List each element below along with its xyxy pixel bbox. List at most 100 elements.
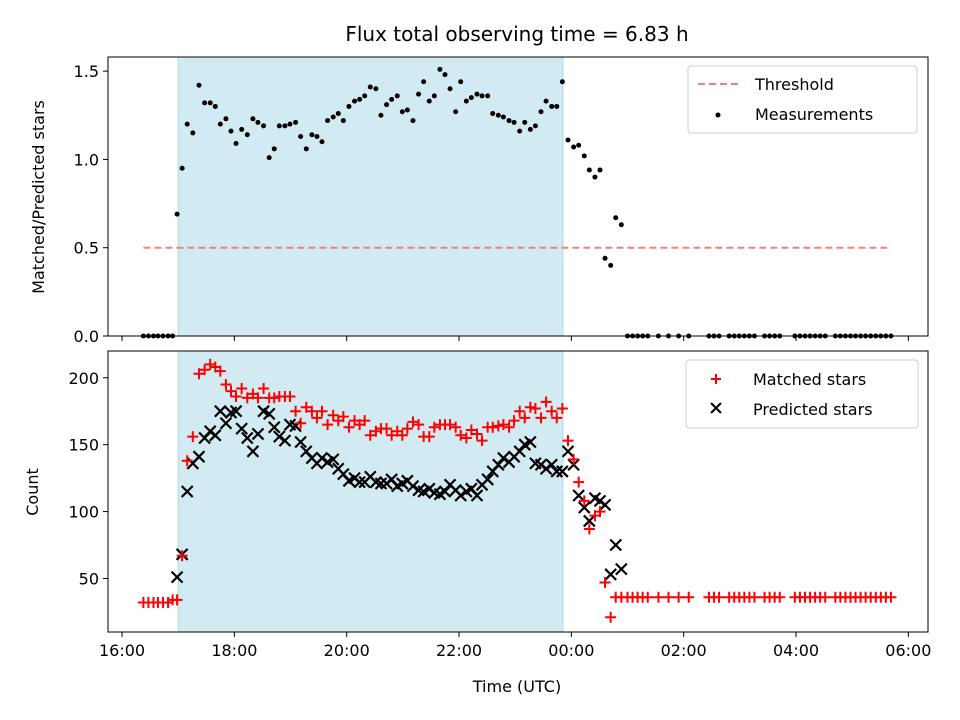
predicted-star-point [583,514,596,528]
measurement-point [490,111,496,117]
predicted-star-point [315,451,329,465]
predicted-star-point [470,489,484,502]
measurement-point [250,116,256,122]
measurement-point [255,119,261,125]
predicted-star-point [539,462,553,476]
measurement-point [330,114,336,120]
measurement-point [559,79,565,85]
measurement-point [576,142,582,148]
measurement-point [571,144,577,150]
matched-star-point [594,506,606,518]
matched-star-point [568,453,580,465]
bottom-y-axis-label: Count [23,468,42,516]
matched-star-point [300,401,312,413]
top-y-axis-label: Matched/Predicted stars [29,100,48,294]
predicted-star-point [556,465,569,478]
matched-star-point [413,419,425,431]
predicted-star-points [170,404,628,584]
predicted-star-point [545,458,558,472]
measurement-point [346,103,352,109]
predicted-star-point [615,562,628,576]
measurement-point [184,121,190,127]
predicted-star-point [192,450,206,463]
matched-star-point [268,392,280,404]
predicted-star-point [246,445,260,458]
measurement-point [463,98,469,104]
matched-star-point [556,403,568,415]
matched-star-point [551,412,563,424]
matched-star-point [642,591,654,603]
measurement-point [416,91,422,97]
measurement-point [309,132,315,138]
matched-star-point [514,405,526,417]
bottom-y-ticks: 50 100 150 200 [68,369,108,588]
matched-star-point [359,415,371,427]
predicted-star-point [454,489,467,502]
matched-star-point [187,431,199,443]
measurement-point [212,103,218,109]
matched-star-point [546,405,558,417]
top-panel: 0.0 0.5 1.0 1.5 Matched/Predicted stars Thr… [29,56,929,346]
bottom-x-ticks: 16:00 18:00 20:00 22:00 00:00 02:00 04:00 06:00 [99,632,931,660]
matched-star-point [562,435,574,447]
matched-star-point [540,396,552,408]
matched-star-point [599,576,611,588]
measurement-point [293,119,299,125]
predicted-star-point [577,501,591,514]
measurement-point [244,132,250,138]
matched-star-point [503,421,515,433]
legend-threshold-label: Threshold [754,75,834,94]
matched-star-point [176,550,188,562]
x-tick-label: 22:00 [436,641,482,660]
x-tick-label: 18:00 [211,641,257,660]
matched-star-point [295,417,307,429]
x-tick-label: 06:00 [885,641,931,660]
measurement-point [335,111,341,117]
measurement-point [303,146,309,152]
matched-star-point [258,382,270,394]
x-tick-label: 00:00 [548,641,594,660]
observing-span [178,57,563,336]
measurement-point [298,133,304,139]
matched-star-points [137,358,897,623]
matched-star-point [199,364,211,376]
matched-star-point [535,412,547,424]
matched-star-point [181,455,193,467]
bottom-axes-frame [107,350,929,633]
matched-star-point [683,591,695,603]
matched-star-point [492,420,504,432]
measurement-point [618,222,624,228]
measurement-point [362,93,368,99]
measurement-point [586,167,592,173]
matched-star-point [214,365,226,377]
measurement-point [399,109,405,115]
matched-star-point [230,390,242,402]
x-axis-label: Time (UTC) [472,677,561,696]
y-tick-label: 0.5 [74,239,99,258]
matched-star-point [885,591,897,603]
measurement-point [190,130,196,136]
matched-star-point [364,429,376,441]
measurement-point [532,123,538,129]
matched-star-point [322,419,334,431]
predicted-star-point [497,451,510,465]
matched-star-point [220,378,232,390]
measurement-point [554,103,560,109]
measurement-point [287,121,293,127]
chart-title: Flux total observing time = 6.83 h [345,22,688,46]
measurement-point [431,93,437,99]
legend-matched-marker [711,374,721,384]
matched-star-point [343,421,355,433]
matched-star-point [381,423,393,435]
predicted-star-point [229,404,243,418]
matched-star-point [407,416,419,428]
measurement-point [597,167,603,173]
measurement-point [261,123,267,129]
matched-star-point [455,429,467,441]
bottom-panel: 50 100 150 200 16:00 18:00 20:00 22:00 00:00 02:… [23,350,931,696]
matched-star-point [311,412,323,424]
measurement-point [468,95,474,101]
predicted-star-point [208,429,222,442]
measurement-point [495,112,501,118]
measurement-point [196,82,202,88]
